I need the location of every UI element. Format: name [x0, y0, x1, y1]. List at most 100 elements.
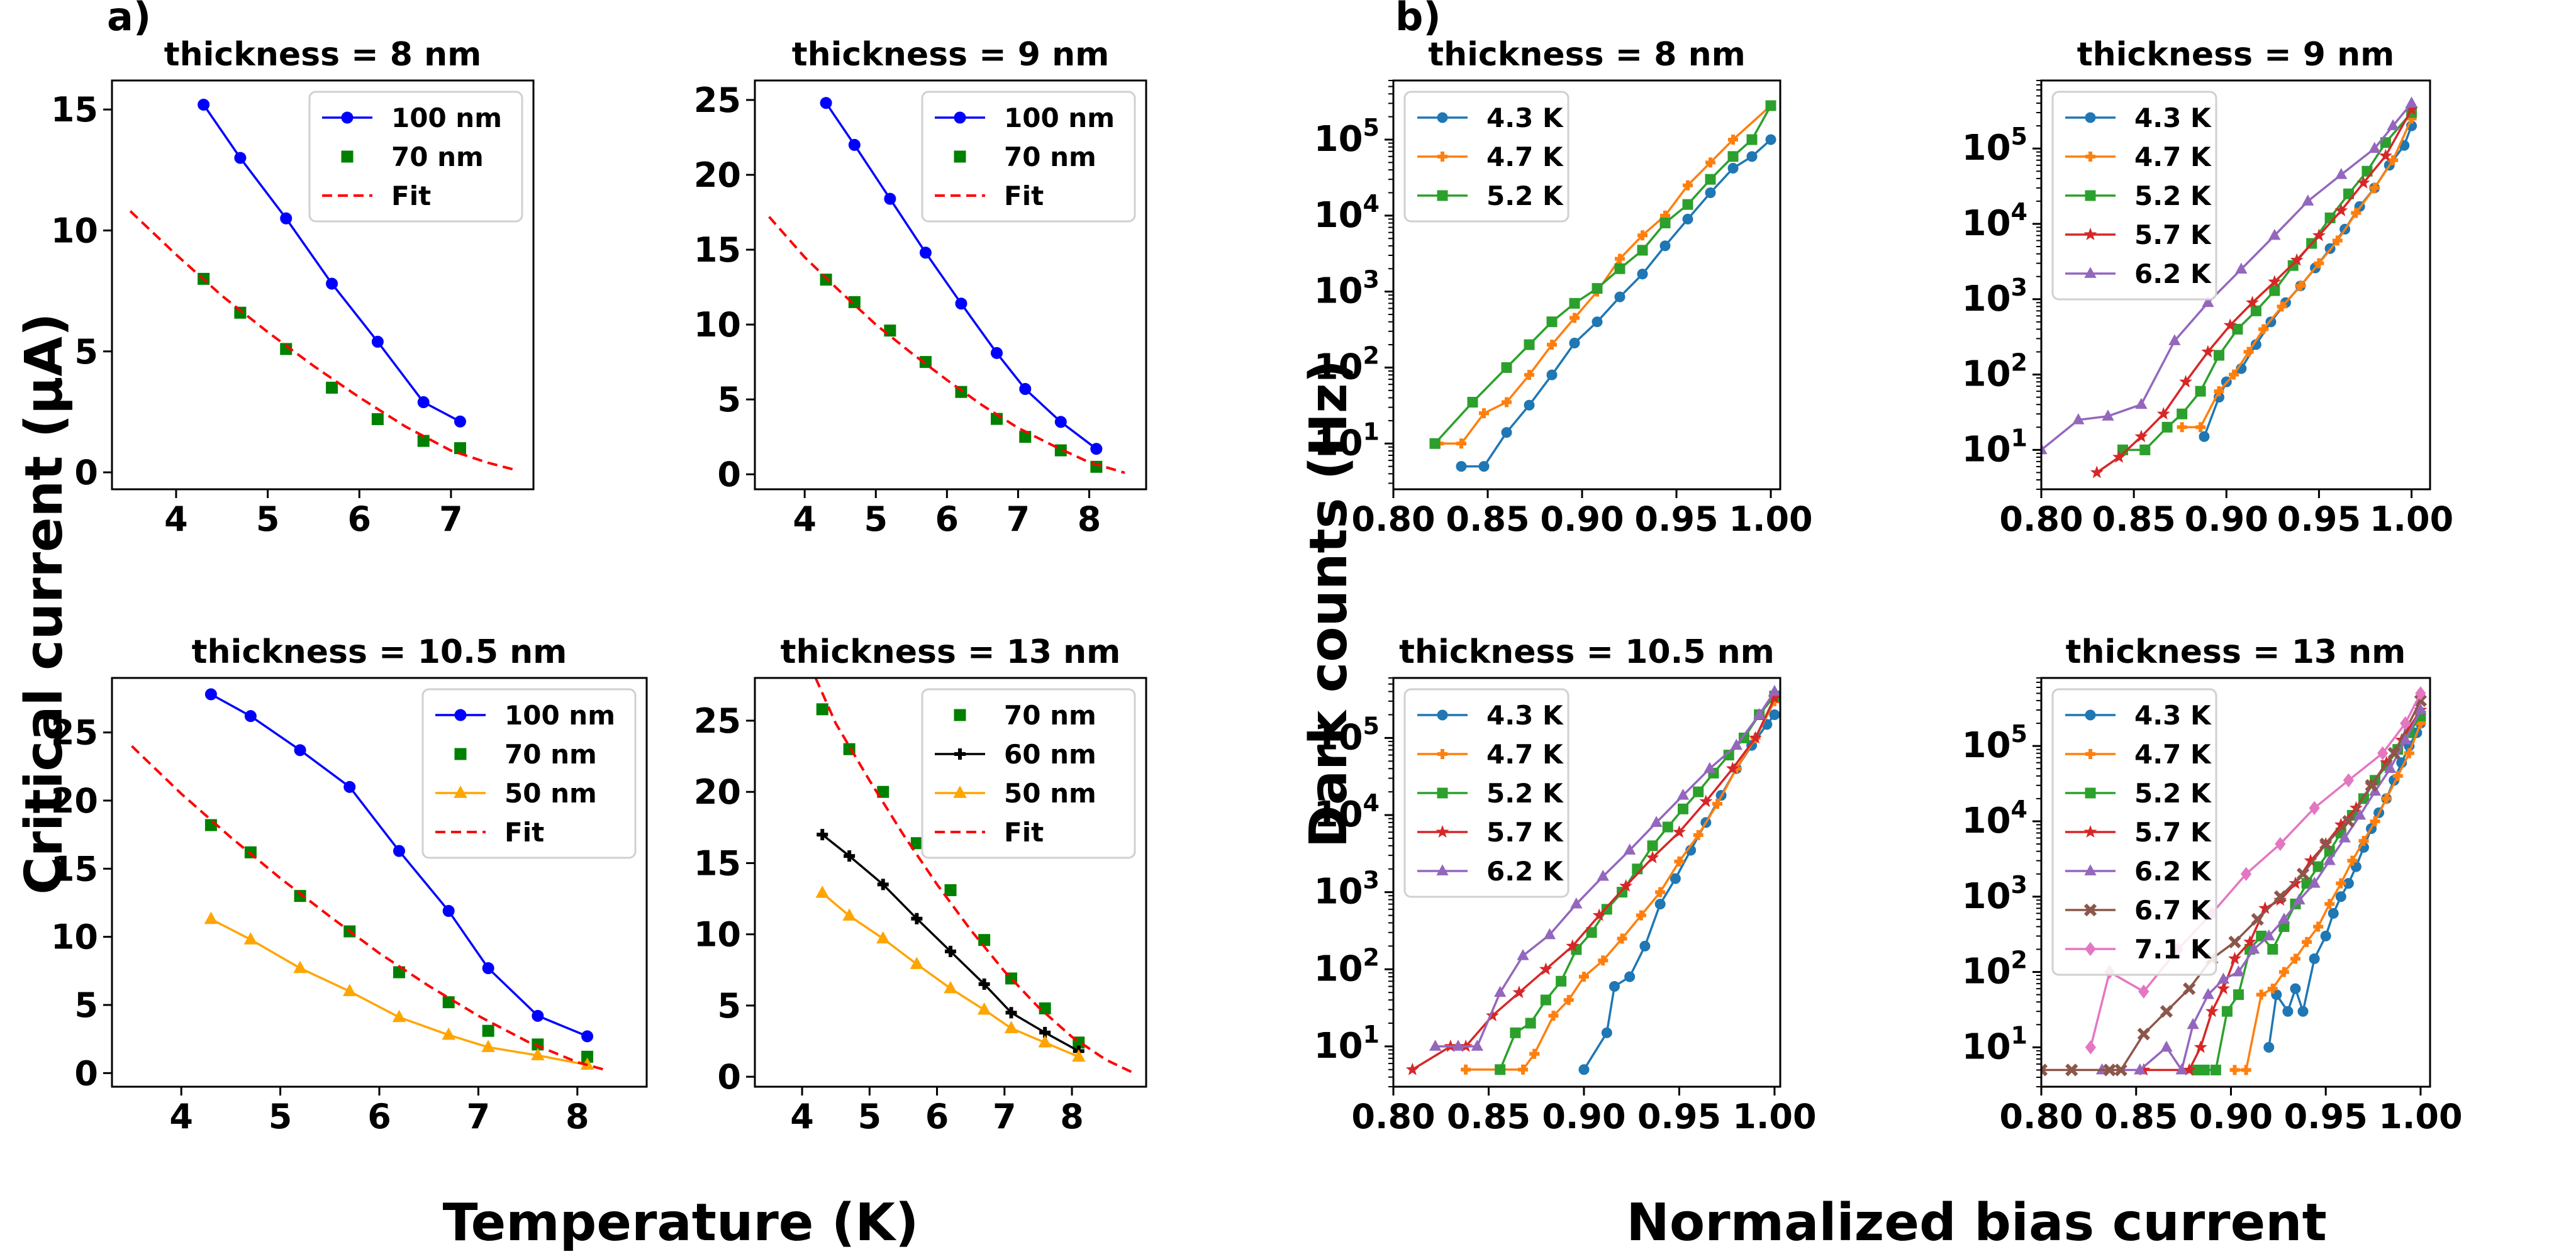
legend-marker — [2083, 903, 2097, 917]
data-point — [1586, 927, 1597, 938]
y-tick-label: 104 — [1314, 190, 1380, 236]
y-tick-label: 104 — [1962, 198, 2027, 244]
data-point — [1578, 972, 1589, 982]
data-point — [1471, 1040, 1483, 1051]
data-point — [392, 1009, 406, 1023]
data-point — [911, 913, 923, 924]
x-tick-label: 6 — [367, 1097, 391, 1136]
data-point — [1624, 971, 1636, 982]
data-point — [1429, 438, 1441, 449]
data-point — [2187, 1018, 2199, 1029]
data-point — [2328, 907, 2339, 919]
data-point — [1636, 910, 1646, 921]
data-point — [2309, 953, 2320, 964]
data-point — [1650, 816, 1663, 827]
data-point — [2065, 1063, 2078, 1077]
data-point — [2214, 386, 2224, 397]
legend-marker — [2085, 152, 2095, 162]
plot-area — [2041, 686, 2428, 1077]
chart-title: thickness = 9 nm — [792, 36, 1110, 74]
data-point — [884, 192, 896, 205]
data-point — [2275, 836, 2286, 852]
data-point — [442, 1027, 455, 1040]
data-point — [1655, 887, 1666, 897]
data-point — [2251, 913, 2264, 926]
data-point — [2302, 936, 2312, 947]
data-point — [1524, 370, 1534, 380]
series-100-nm — [204, 688, 594, 1043]
panel-a-x-axis-label: Temperature (K) — [443, 1193, 919, 1253]
data-point — [1639, 940, 1651, 952]
data-point — [2232, 965, 2245, 977]
y-tick-label: 103 — [1962, 871, 2027, 917]
series-5.7-K — [1405, 691, 1780, 1075]
data-point — [2324, 899, 2335, 909]
y-tick-base: 10 — [1962, 952, 2011, 992]
x-tick-label: 0.90 — [2185, 499, 2268, 539]
data-point — [2351, 208, 2361, 218]
data-point — [343, 984, 357, 997]
y-tick-label: 10 — [51, 918, 98, 957]
legend-marker — [953, 785, 967, 798]
data-point — [2415, 686, 2426, 701]
data-point — [1727, 151, 1739, 162]
legend-label: 4.7 K — [2134, 739, 2212, 770]
legend-label: 100 nm — [1004, 103, 1115, 133]
data-point — [531, 1048, 545, 1060]
data-point — [1683, 180, 1693, 191]
y-tick-label: 15 — [694, 843, 741, 883]
data-point — [2278, 913, 2290, 924]
data-point — [243, 932, 258, 945]
data-point — [2297, 1006, 2309, 1017]
x-tick-label: 0.95 — [2284, 1097, 2368, 1136]
series-4.3-K — [1578, 709, 1780, 1075]
data-point — [2199, 431, 2210, 442]
data-point — [877, 879, 889, 891]
legend-marker — [2085, 709, 2096, 721]
data-point — [1456, 438, 1466, 449]
legend-box — [921, 688, 1136, 859]
x-tick-label: 7 — [439, 499, 463, 539]
data-point — [2388, 155, 2399, 165]
y-tick-label: 104 — [1314, 789, 1380, 835]
legend-marker — [954, 111, 966, 124]
data-point — [1038, 1035, 1052, 1048]
series-60-nm — [817, 829, 1084, 1057]
data-point — [2399, 733, 2412, 745]
data-point — [1452, 1040, 1464, 1051]
series-50-nm — [815, 885, 1086, 1062]
data-point — [2229, 1065, 2240, 1075]
data-point — [848, 138, 861, 151]
legend-marker — [2085, 941, 2096, 957]
legend-box — [421, 688, 637, 859]
data-point — [2273, 893, 2287, 906]
panel-a-label: a) — [107, 0, 151, 40]
data-point — [2139, 444, 2151, 455]
y-tick-label: 20 — [51, 781, 98, 821]
legend-label: 60 nm — [1004, 739, 1096, 770]
data-point — [481, 1040, 495, 1052]
plot-area — [131, 688, 608, 1072]
plot-area — [768, 97, 1125, 474]
chart-b2: thickness = 9 nm0.80 0.85 0.90 0.95 1.001011… — [1962, 36, 2454, 539]
chart-title: thickness = 8 nm — [164, 36, 482, 74]
data-point — [1682, 199, 1693, 210]
legend-marker — [1437, 749, 1447, 759]
legend-label: 5.2 K — [1486, 180, 1564, 211]
data-point — [2221, 1006, 2233, 1017]
y-tick-exponent: 1 — [1363, 1021, 1380, 1048]
data-point — [204, 688, 217, 701]
y-tick-base: 10 — [1314, 423, 1363, 463]
y-tick-exponent: 2 — [1363, 943, 1380, 971]
y-tick-base: 10 — [1314, 948, 1363, 989]
data-point — [1753, 707, 1766, 719]
series-70-nm — [198, 272, 466, 455]
plot-area — [814, 678, 1134, 1074]
data-point — [2384, 762, 2397, 774]
x-tick-label: 8 — [1078, 499, 1101, 539]
data-point — [2090, 465, 2104, 479]
data-point — [1543, 928, 1556, 940]
x-tick-label: 0.80 — [1999, 1097, 2083, 1136]
y-tick-label: 0 — [74, 1053, 98, 1093]
data-point — [1540, 994, 1551, 1006]
